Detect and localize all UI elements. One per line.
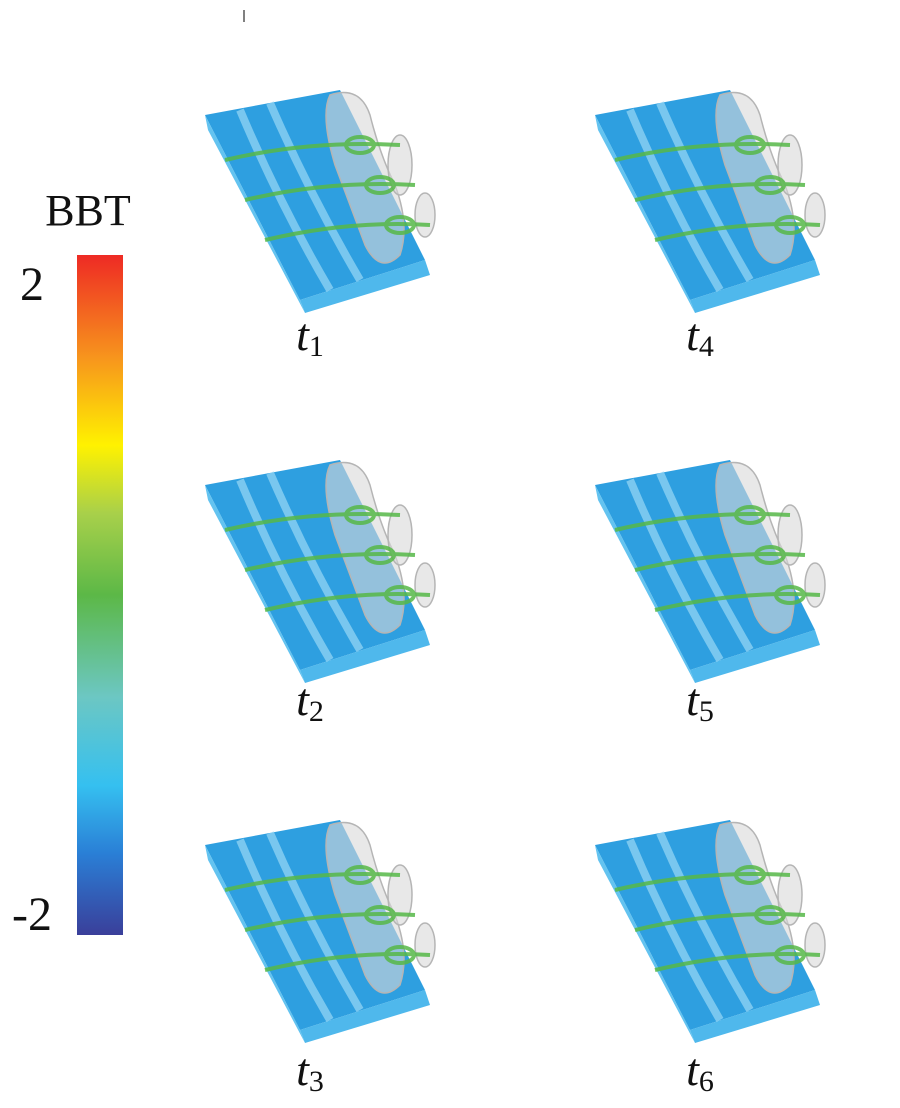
colorbar-min-label: -2 bbox=[12, 888, 52, 941]
label-subscript: 4 bbox=[699, 330, 714, 363]
label-subscript: 2 bbox=[309, 695, 324, 728]
label-symbol: t bbox=[686, 674, 700, 725]
wing-render bbox=[205, 460, 435, 683]
label-symbol: t bbox=[686, 309, 700, 360]
label-symbol: t bbox=[296, 1044, 310, 1095]
wing-render bbox=[595, 820, 825, 1043]
panel: t6 bbox=[595, 820, 825, 1098]
wing-render bbox=[595, 460, 825, 683]
panel-label: t3 bbox=[296, 1044, 324, 1098]
panel-label: t2 bbox=[296, 674, 324, 728]
panel: t3 bbox=[205, 820, 435, 1098]
label-subscript: 3 bbox=[309, 1065, 324, 1098]
panel-label: t1 bbox=[296, 309, 324, 363]
label-symbol: t bbox=[686, 1044, 700, 1095]
panel: t1 bbox=[205, 90, 435, 363]
panel: t5 bbox=[595, 460, 825, 728]
panel-label: t4 bbox=[686, 309, 714, 363]
wing-render bbox=[205, 90, 435, 313]
label-subscript: 6 bbox=[699, 1065, 714, 1098]
colorbar bbox=[77, 255, 123, 935]
panel: t4 bbox=[595, 90, 825, 363]
panel-label: t6 bbox=[686, 1044, 714, 1098]
wing-render bbox=[595, 90, 825, 313]
label-symbol: t bbox=[296, 309, 310, 360]
wing-render bbox=[205, 820, 435, 1043]
label-symbol: t bbox=[296, 674, 310, 725]
label-subscript: 5 bbox=[699, 695, 714, 728]
label-subscript: 1 bbox=[309, 330, 324, 363]
colorbar-title: BBT bbox=[45, 186, 131, 235]
panel: t2 bbox=[205, 460, 435, 728]
panel-label: t5 bbox=[686, 674, 714, 728]
colorbar-max-label: 2 bbox=[20, 258, 44, 311]
